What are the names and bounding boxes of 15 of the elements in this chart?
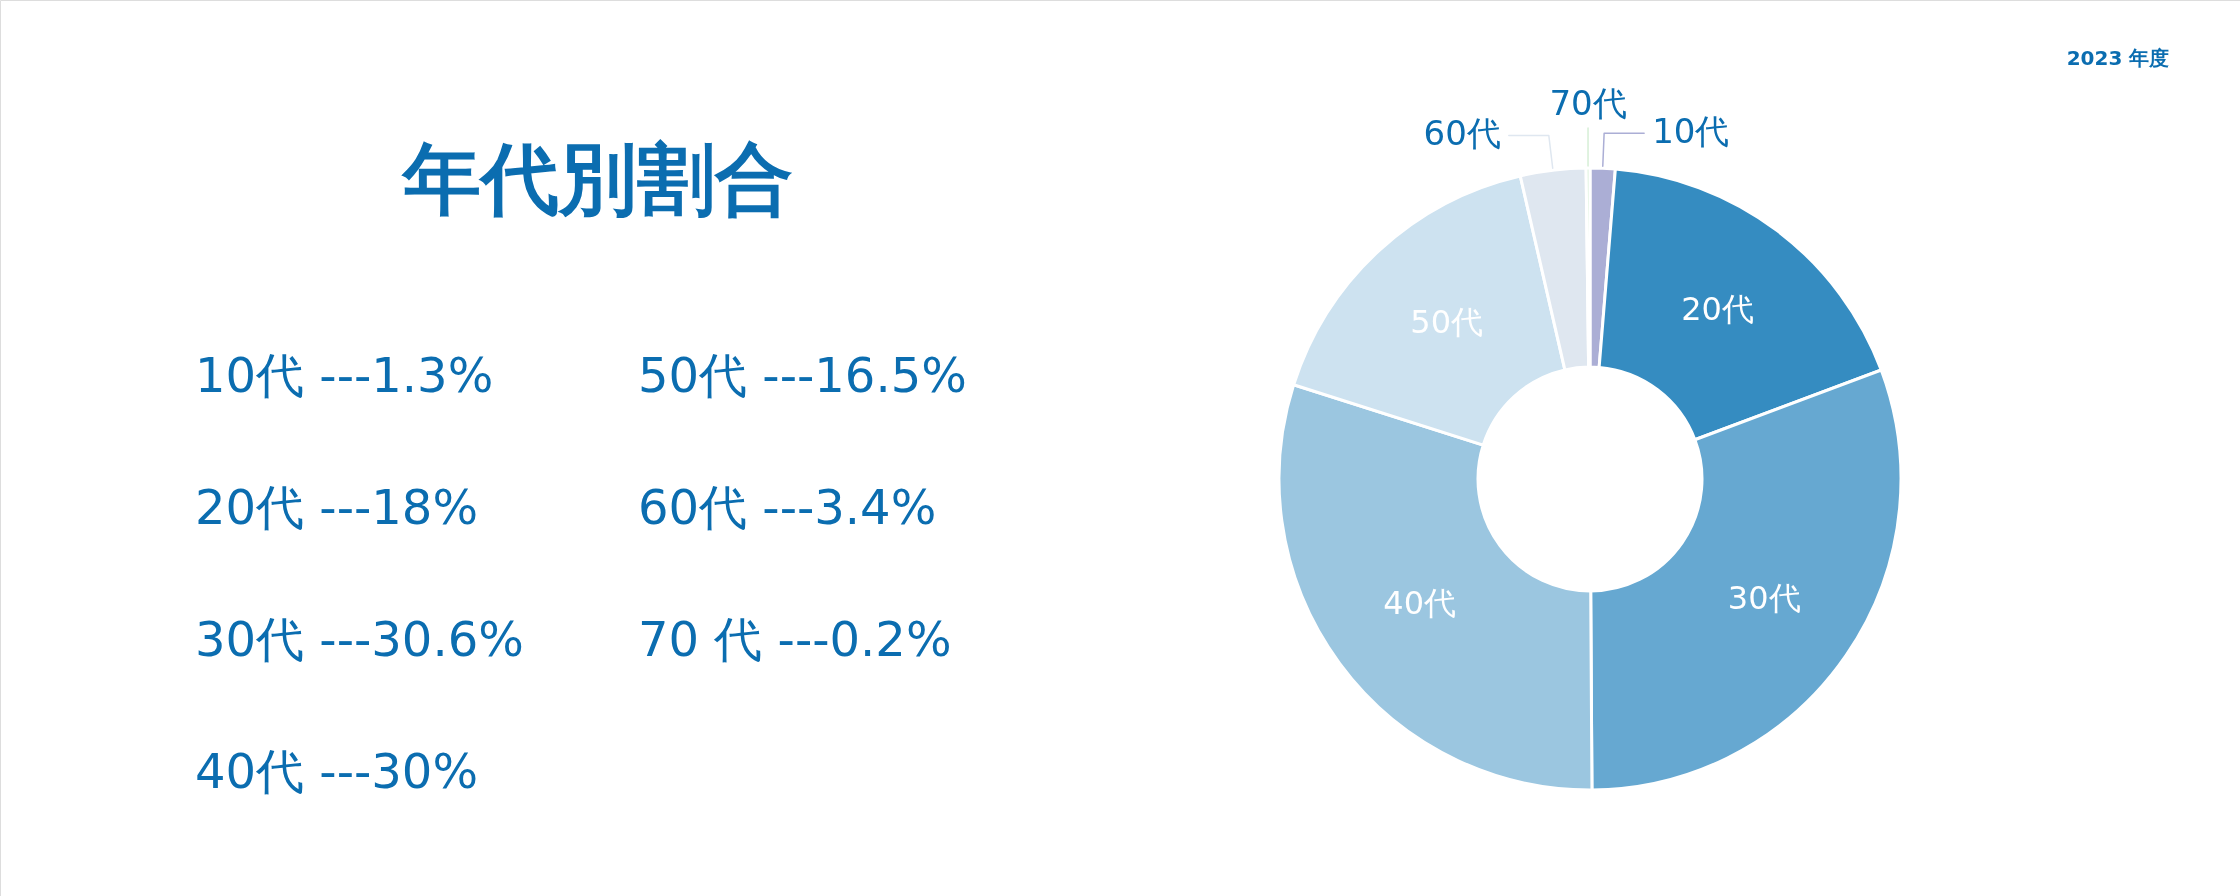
slice-label: 40代 xyxy=(1383,584,1457,623)
text: 50代 ---16.5% xyxy=(638,347,967,403)
text: 20代 ---18% xyxy=(195,479,478,535)
slice-label: 70代 xyxy=(1549,83,1627,123)
text: 年代別割合 xyxy=(401,134,793,224)
slice-label: 20代 xyxy=(1681,290,1754,329)
slice-label: 10代 xyxy=(1652,111,1730,152)
text: 40代 ---30% xyxy=(195,743,478,799)
text: 60代 ---3.4% xyxy=(638,479,937,535)
text: 2023 年度 xyxy=(2066,46,2170,70)
text: 70 代 ---0.2% xyxy=(638,611,952,667)
slice-label: 60代 xyxy=(1423,113,1501,154)
text: 10代 ---1.3% xyxy=(195,347,494,403)
slice-label: 30代 xyxy=(1727,578,1801,617)
text: 30代 ---30.6% xyxy=(195,611,524,667)
